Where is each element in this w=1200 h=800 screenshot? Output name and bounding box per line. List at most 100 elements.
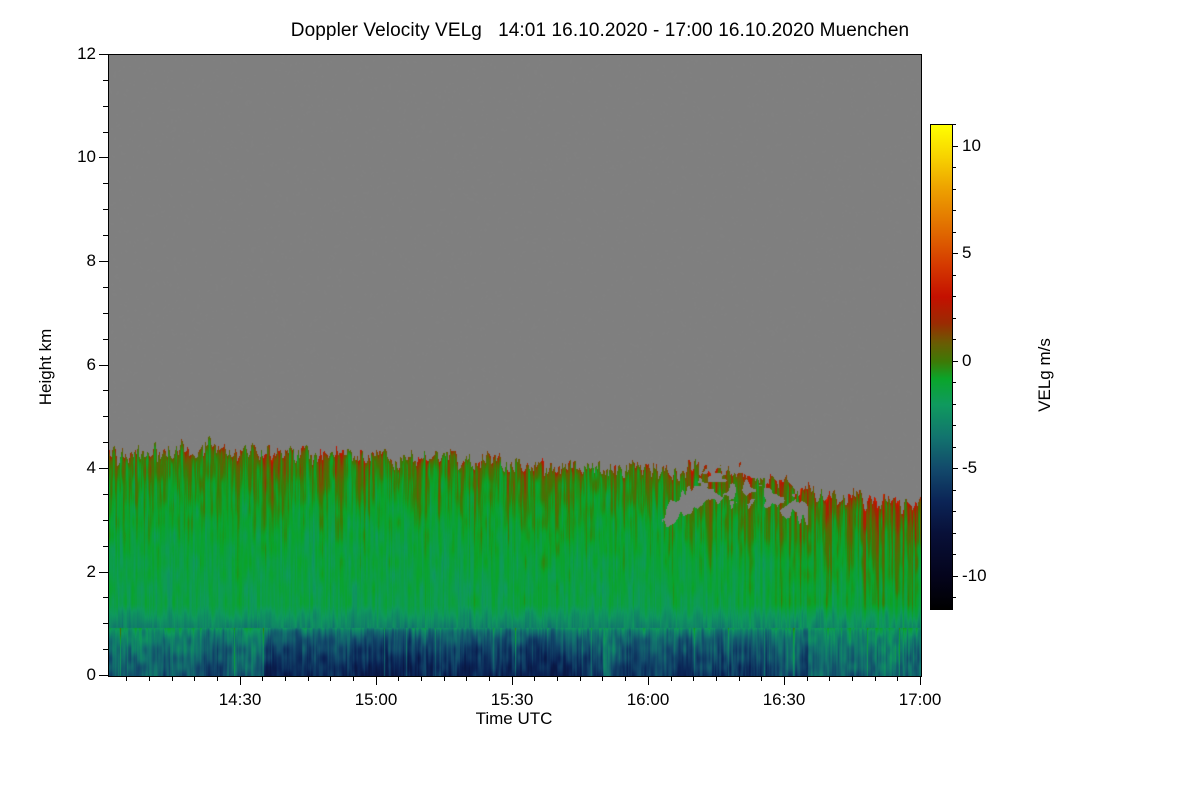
colorbar-tick-major bbox=[952, 146, 958, 147]
x-tick-minor bbox=[580, 676, 581, 681]
x-tick-minor bbox=[489, 676, 490, 681]
x-tick-minor bbox=[852, 676, 853, 681]
x-tick-label: 17:00 bbox=[898, 690, 942, 709]
x-tick-major bbox=[512, 676, 513, 685]
y-tick-label: 0 bbox=[86, 665, 96, 684]
x-tick-minor bbox=[398, 676, 399, 681]
y-tick-label: 2 bbox=[86, 562, 96, 581]
colorbar-tick-minor bbox=[952, 124, 956, 125]
colorbar-tick-minor bbox=[952, 404, 956, 405]
x-tick-label: 16:30 bbox=[762, 690, 806, 709]
y-tick-minor bbox=[103, 313, 108, 314]
y-tick-major bbox=[99, 54, 108, 55]
y-tick-minor bbox=[103, 546, 108, 547]
y-tick-label: 4 bbox=[86, 458, 96, 477]
x-tick-minor bbox=[534, 676, 535, 681]
plot-area bbox=[108, 54, 922, 677]
y-tick-label: 10 bbox=[77, 147, 96, 166]
colorbar-tick-minor bbox=[952, 275, 956, 276]
colorbar-tick-minor bbox=[952, 167, 956, 168]
x-tick-minor bbox=[194, 676, 195, 681]
y-tick-minor bbox=[103, 649, 108, 650]
y-axis-title: Height km bbox=[36, 328, 55, 406]
x-tick-minor bbox=[602, 676, 603, 681]
x-tick-minor bbox=[172, 676, 173, 681]
colorbar-tick-label: 0 bbox=[962, 351, 972, 370]
x-tick-major bbox=[648, 676, 649, 685]
x-tick-minor bbox=[671, 676, 672, 681]
y-tick-minor bbox=[103, 235, 108, 236]
colorbar-tick-minor bbox=[952, 425, 956, 426]
x-tick-major bbox=[920, 676, 921, 685]
colorbar-tick-label: 10 bbox=[962, 136, 981, 155]
x-tick-minor bbox=[149, 676, 150, 681]
colorbar-tick-minor bbox=[952, 554, 956, 555]
x-tick-minor bbox=[217, 676, 218, 681]
x-tick-major bbox=[376, 676, 377, 685]
x-tick-label: 15:00 bbox=[354, 690, 398, 709]
figure-title: Doppler Velocity VELg 14:01 16.10.2020 -… bbox=[290, 20, 910, 41]
y-tick-major bbox=[99, 157, 108, 158]
y-tick-major bbox=[99, 572, 108, 573]
x-tick-minor bbox=[353, 676, 354, 681]
colorbar-tick-label: -5 bbox=[962, 458, 978, 477]
colorbar-tick-minor bbox=[952, 382, 956, 383]
colorbar-tick-minor bbox=[952, 189, 956, 190]
colorbar-tick-label: 5 bbox=[962, 243, 972, 262]
y-tick-major bbox=[99, 675, 108, 676]
colorbar-tick-minor bbox=[952, 511, 956, 512]
x-tick-minor bbox=[285, 676, 286, 681]
y-tick-major bbox=[99, 365, 108, 366]
colorbar-tick-major bbox=[952, 253, 958, 254]
y-tick-minor bbox=[103, 597, 108, 598]
colorbar-tick-minor bbox=[952, 339, 956, 340]
x-tick-minor bbox=[829, 676, 830, 681]
x-axis-title: Time UTC bbox=[475, 709, 553, 728]
y-tick-minor bbox=[103, 132, 108, 133]
y-tick-label: 6 bbox=[86, 355, 96, 374]
x-tick-minor bbox=[897, 676, 898, 681]
x-tick-minor bbox=[807, 676, 808, 681]
x-tick-minor bbox=[421, 676, 422, 681]
x-tick-minor bbox=[466, 676, 467, 681]
colorbar-tick-minor bbox=[952, 533, 956, 534]
x-tick-minor bbox=[761, 676, 762, 681]
colorbar-tick-label: -10 bbox=[962, 566, 987, 585]
x-tick-minor bbox=[693, 676, 694, 681]
y-tick-minor bbox=[103, 623, 108, 624]
colorbar-tick-minor bbox=[952, 296, 956, 297]
y-tick-minor bbox=[103, 209, 108, 210]
colorbar-tick-major bbox=[952, 361, 958, 362]
y-tick-major bbox=[99, 261, 108, 262]
x-tick-minor bbox=[716, 676, 717, 681]
colorbar-gradient bbox=[931, 125, 952, 609]
y-tick-minor bbox=[103, 416, 108, 417]
colorbar-title: VELg m/s bbox=[1035, 338, 1054, 412]
x-tick-major bbox=[784, 676, 785, 685]
x-tick-minor bbox=[444, 676, 445, 681]
x-tick-minor bbox=[739, 676, 740, 681]
colorbar-tick-minor bbox=[952, 318, 956, 319]
x-tick-minor bbox=[625, 676, 626, 681]
y-tick-minor bbox=[103, 520, 108, 521]
colorbar-tick-minor bbox=[952, 210, 956, 211]
y-tick-minor bbox=[103, 390, 108, 391]
x-tick-label: 14:30 bbox=[218, 690, 262, 709]
x-tick-minor bbox=[330, 676, 331, 681]
x-tick-minor bbox=[262, 676, 263, 681]
x-tick-minor bbox=[308, 676, 309, 681]
x-tick-label: 15:30 bbox=[490, 690, 534, 709]
x-tick-minor bbox=[126, 676, 127, 681]
y-tick-major bbox=[99, 468, 108, 469]
y-tick-minor bbox=[103, 494, 108, 495]
y-tick-label: 12 bbox=[77, 44, 96, 63]
colorbar-tick-minor bbox=[952, 597, 956, 598]
y-tick-minor bbox=[103, 339, 108, 340]
colorbar-tick-minor bbox=[952, 232, 956, 233]
y-tick-minor bbox=[103, 442, 108, 443]
doppler-velocity-heatmap bbox=[109, 55, 921, 676]
y-tick-label: 8 bbox=[86, 251, 96, 270]
y-tick-minor bbox=[103, 183, 108, 184]
colorbar bbox=[930, 124, 953, 610]
